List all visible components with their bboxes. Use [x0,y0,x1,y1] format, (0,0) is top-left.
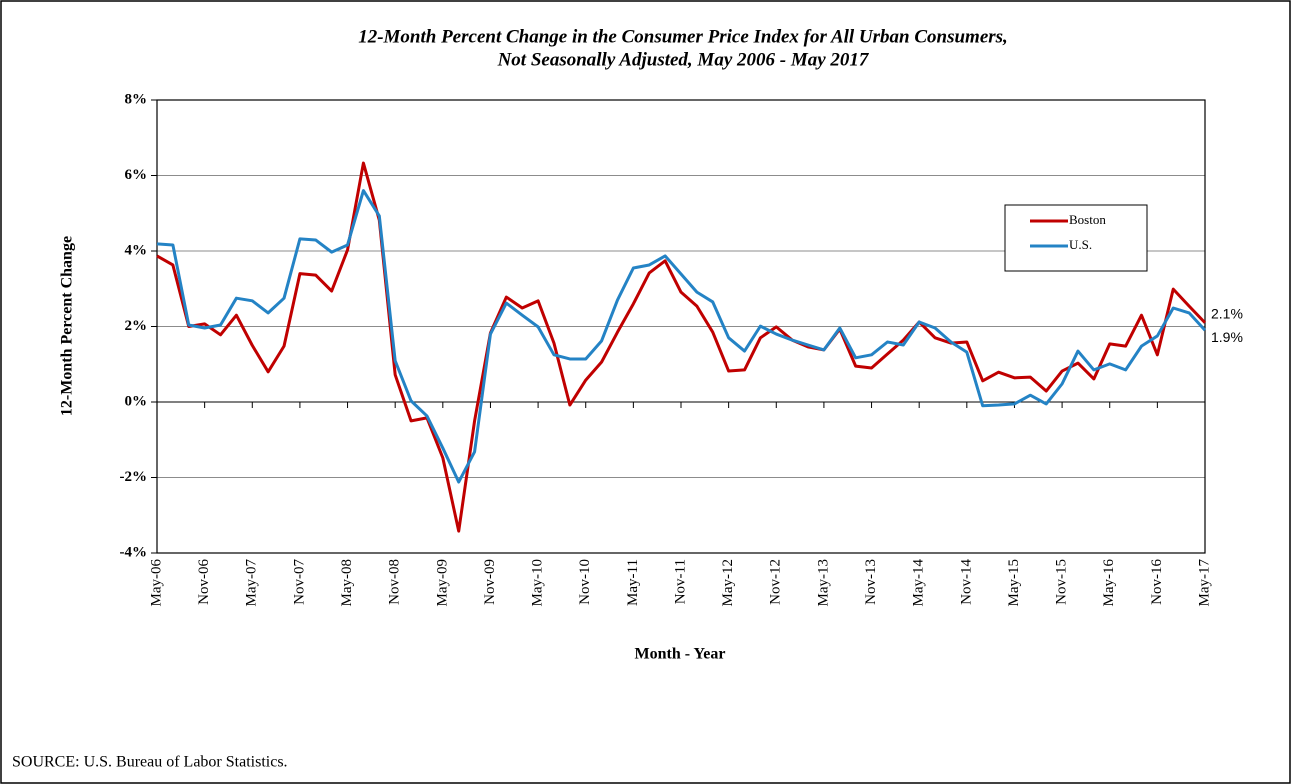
x-tick-label: May-09 [434,559,450,607]
data-line [156,189,1207,484]
x-tick-label: Nov-06 [196,559,212,605]
y-tick-label: 2% [125,318,148,334]
x-tick-label: Nov-13 [863,559,879,605]
x-tick-label: May-08 [339,559,355,607]
x-tick-label: Nov-08 [387,559,403,605]
x-tick-label: Nov-15 [1054,559,1070,605]
data-label: 1.9% [1211,329,1243,345]
y-axis-title: 12-Month Percent Change [59,236,76,416]
x-tick-label: May-11 [625,559,641,606]
y-tick-label: -2% [120,469,148,485]
y-tick-label: -4% [120,544,148,560]
y-tick-label: 4% [125,242,148,258]
legend-box [1004,204,1148,272]
data-line [156,161,1207,533]
chart-title: Not Seasonally Adjusted, May 2006 - May … [497,49,870,70]
x-tick-label: May-15 [1006,559,1022,607]
x-tick-label: May-14 [911,559,927,607]
y-tick-label: 0% [125,393,148,409]
legend-label: Boston [1069,212,1106,227]
x-tick-label: Nov-07 [291,559,307,605]
x-tick-label: Nov-09 [482,559,498,605]
y-tick-label: 6% [125,167,148,183]
x-tick-label: May-13 [815,559,831,607]
data-label: 2.1% [1211,305,1243,321]
x-tick-label: May-12 [720,559,736,607]
x-tick-label: May-06 [148,559,164,607]
x-axis-title: Month - Year [635,646,726,663]
x-tick-label: May-17 [1196,559,1212,607]
x-tick-label: Nov-14 [958,559,974,605]
y-tick-label: 8% [125,91,148,107]
legend-label: U.S. [1069,237,1092,252]
x-tick-label: May-10 [530,559,546,607]
x-tick-label: May-07 [244,559,260,607]
source-note: SOURCE: U.S. Bureau of Labor Statistics. [12,754,288,771]
x-tick-label: Nov-10 [577,559,593,605]
x-tick-label: Nov-11 [672,559,688,604]
x-tick-label: Nov-16 [1149,559,1165,605]
chart-title: 12-Month Percent Change in the Consumer … [358,26,1008,47]
x-tick-label: May-16 [1101,559,1117,607]
plot-area [156,99,1206,554]
x-tick-label: Nov-12 [768,559,784,605]
